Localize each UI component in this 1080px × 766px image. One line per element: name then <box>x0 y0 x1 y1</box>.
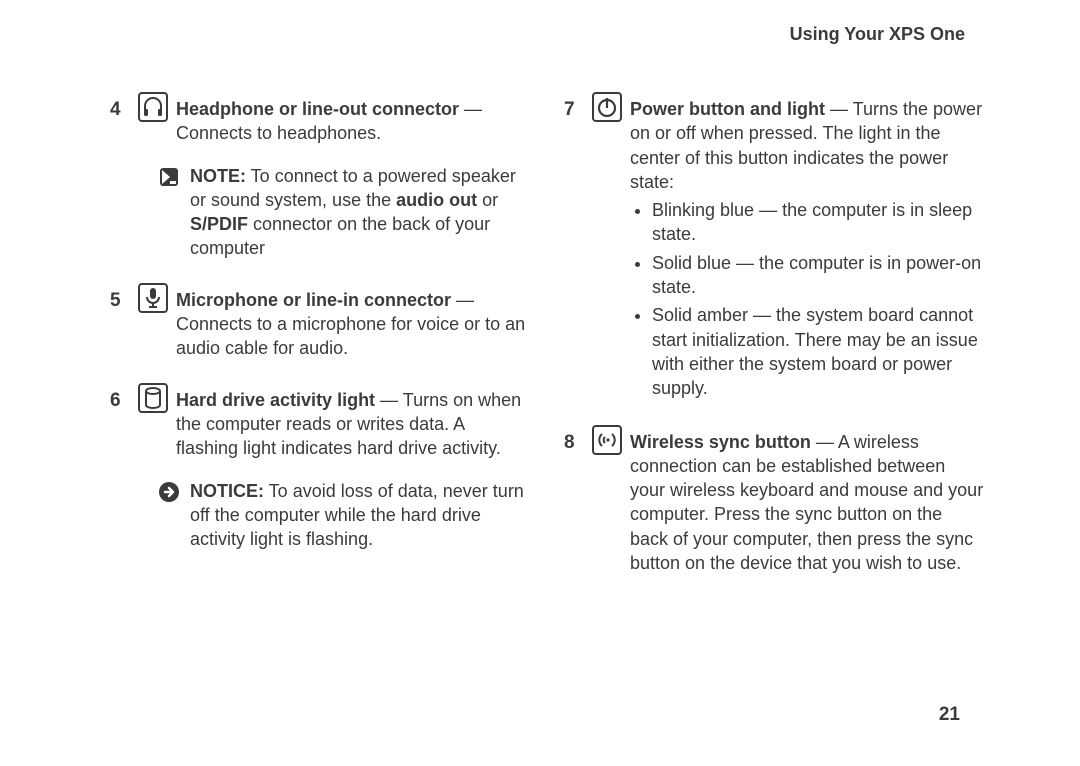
entry-6: 6 Hard drive activity light — Turns on w… <box>110 379 530 461</box>
entry-body: Headphone or line-out connector — Connec… <box>176 88 530 146</box>
entry-4: 4 Headphone or line-out connector — Conn… <box>110 88 530 146</box>
note-bold-2: S/PDIF <box>190 214 248 234</box>
note-label: NOTE: <box>190 166 246 186</box>
entry-title: Microphone or line-in connector <box>176 290 451 310</box>
entry-sep: — <box>811 432 838 452</box>
entry-7: 7 Power button and light — Turns the pow… <box>564 88 984 405</box>
power-icon <box>592 92 622 122</box>
page-header-title: Using Your XPS One <box>790 24 965 45</box>
entry-sep: — <box>451 290 474 310</box>
entry-number: 7 <box>564 88 584 123</box>
notice-block-6: NOTICE: To avoid loss of data, never tur… <box>158 479 530 552</box>
headphone-icon <box>138 92 168 122</box>
entry-number: 5 <box>110 279 130 314</box>
entry-body: Hard drive activity light — Turns on whe… <box>176 379 530 461</box>
page-number: 21 <box>939 704 960 726</box>
entry-number: 4 <box>110 88 130 123</box>
microphone-icon <box>138 283 168 313</box>
entry-body: Microphone or line-in connector — Connec… <box>176 279 530 361</box>
entry-5: 5 Microphone or line-in connector — Conn… <box>110 279 530 361</box>
notice-body: NOTICE: To avoid loss of data, never tur… <box>190 479 530 552</box>
power-state-item: Solid blue — the computer is in power-on… <box>652 251 984 300</box>
entry-title: Power button and light <box>630 99 825 119</box>
note-bold-1: audio out <box>396 190 477 210</box>
note-icon <box>158 166 180 188</box>
note-block-4: NOTE: To connect to a powered speaker or… <box>158 164 530 261</box>
entry-sep: — <box>825 99 853 119</box>
power-state-item: Blinking blue — the computer is in sleep… <box>652 198 984 247</box>
content-columns: 4 Headphone or line-out connector — Conn… <box>110 88 984 593</box>
entry-title: Wireless sync button <box>630 432 811 452</box>
entry-sep: — <box>375 390 403 410</box>
power-state-list: Blinking blue — the computer is in sleep… <box>630 198 984 400</box>
entry-8: 8 Wireless sync button — A wireless conn… <box>564 421 984 576</box>
left-column: 4 Headphone or line-out connector — Conn… <box>110 88 530 593</box>
hard-drive-icon <box>138 383 168 413</box>
entry-desc: Connects to headphones. <box>176 123 381 143</box>
document-page: Using Your XPS One 4 Headphone or line-o… <box>0 0 1080 766</box>
power-state-item: Solid amber — the system board cannot st… <box>652 303 984 400</box>
note-text-2: or <box>477 190 498 210</box>
entry-number: 8 <box>564 421 584 456</box>
entry-number: 6 <box>110 379 130 414</box>
entry-desc: A wireless connection can be established… <box>630 432 983 573</box>
right-column: 7 Power button and light — Turns the pow… <box>564 88 984 593</box>
entry-title: Hard drive activity light <box>176 390 375 410</box>
entry-body: Wireless sync button — A wireless connec… <box>630 421 984 576</box>
entry-body: Power button and light — Turns the power… <box>630 88 984 405</box>
entry-desc: Connects to a microphone for voice or to… <box>176 314 525 358</box>
entry-sep: — <box>459 99 482 119</box>
notice-icon <box>158 481 180 503</box>
notice-label: NOTICE: <box>190 481 264 501</box>
wireless-sync-icon <box>592 425 622 455</box>
note-body: NOTE: To connect to a powered speaker or… <box>190 164 530 261</box>
entry-title: Headphone or line-out connector <box>176 99 459 119</box>
